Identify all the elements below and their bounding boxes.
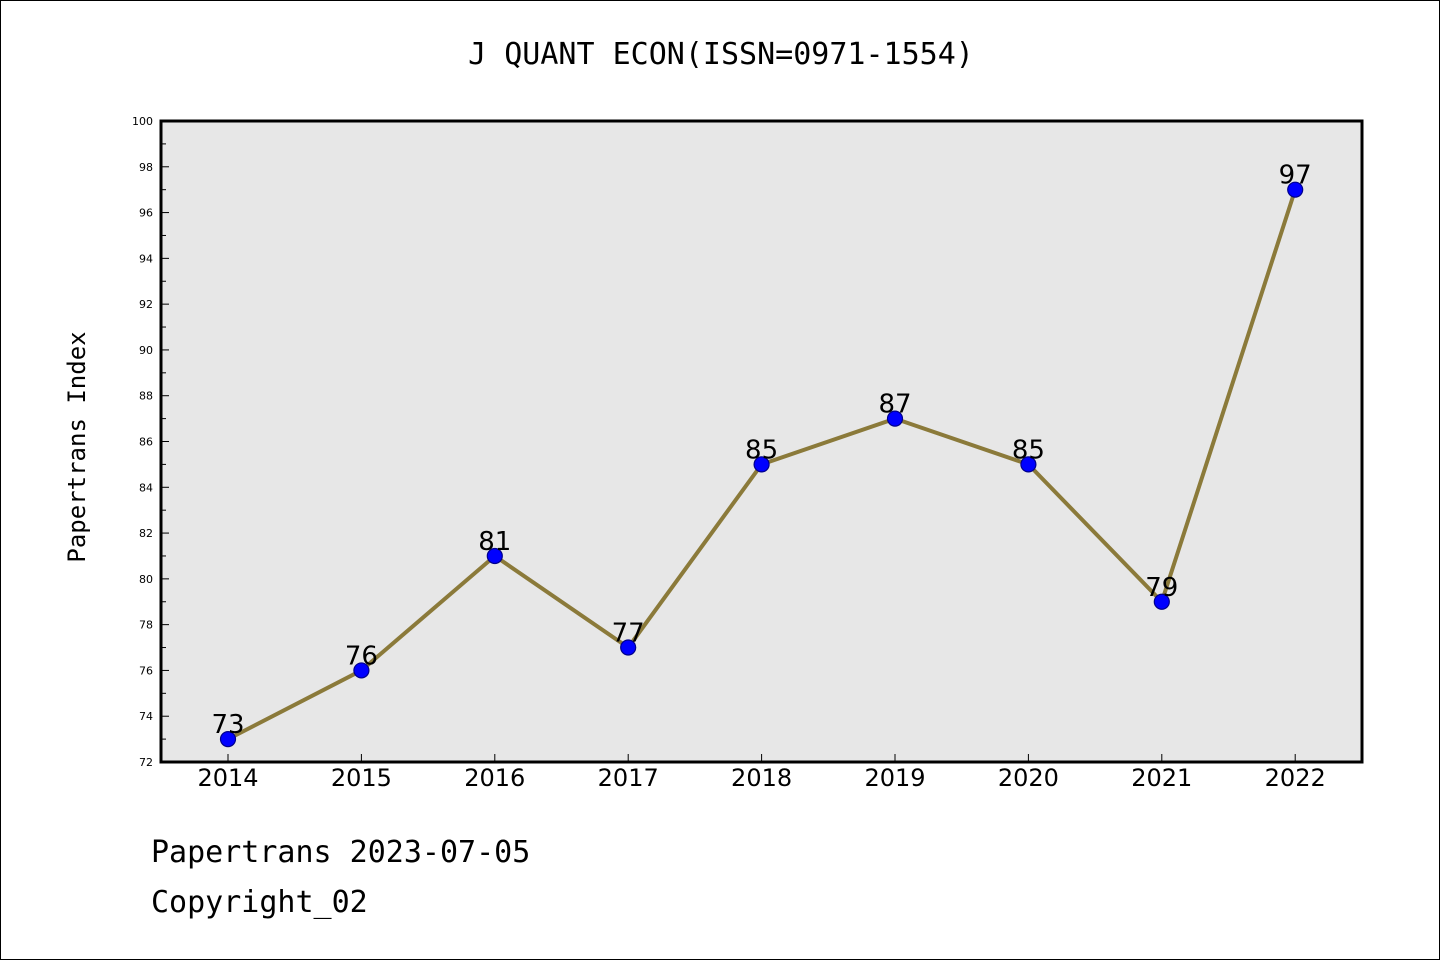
y-tick-label: 76 bbox=[139, 664, 153, 677]
x-axis-ticks: 2014 2015 2016 2017 2018 2019 2020 2021 2022 bbox=[197, 754, 1326, 792]
data-value-label: 85 bbox=[745, 435, 778, 465]
y-tick-label: 88 bbox=[139, 390, 153, 403]
data-point-marker bbox=[753, 456, 770, 473]
data-markers bbox=[219, 181, 1304, 748]
x-tick-label: 2018 bbox=[731, 764, 792, 792]
data-value-label: 73 bbox=[211, 710, 244, 740]
data-value-label: 79 bbox=[1145, 573, 1178, 603]
y-tick-label: 86 bbox=[139, 436, 153, 449]
x-tick-label: 2022 bbox=[1265, 764, 1326, 792]
x-tick-label: 2017 bbox=[598, 764, 659, 792]
y-tick-label: 74 bbox=[139, 710, 153, 723]
y-tick-label: 84 bbox=[139, 481, 153, 494]
y-tick-label: 80 bbox=[139, 573, 153, 586]
data-value-label: 76 bbox=[345, 641, 378, 671]
x-tick-label: 2014 bbox=[197, 764, 258, 792]
y-axis-ticks: 72 74 76 78 80 82 84 86 88 90 92 94 96 98 100 bbox=[132, 115, 169, 769]
x-tick-label: 2019 bbox=[864, 764, 925, 792]
data-labels: 73 76 81 77 85 87 85 79 97 bbox=[211, 161, 1311, 740]
data-point-marker bbox=[886, 410, 904, 427]
chart-title: J QUANT ECON(ISSN=0971-1554) bbox=[468, 37, 974, 72]
data-value-label: 77 bbox=[612, 619, 645, 649]
data-value-label: 81 bbox=[478, 527, 511, 557]
x-tick-label: 2015 bbox=[331, 764, 392, 792]
x-tick-label: 2016 bbox=[464, 764, 525, 792]
x-tick-label: 2021 bbox=[1131, 764, 1192, 792]
y-tick-label: 98 bbox=[139, 161, 153, 174]
data-point-marker bbox=[219, 731, 237, 748]
data-value-label: 85 bbox=[1012, 435, 1045, 465]
data-point-marker bbox=[353, 662, 370, 679]
y-tick-label: 72 bbox=[139, 756, 153, 769]
data-value-label: 97 bbox=[1279, 161, 1312, 191]
footer-copyright-text: Copyright_02 bbox=[151, 885, 368, 920]
y-tick-label: 100 bbox=[132, 115, 153, 128]
footer-date-text: Papertrans 2023-07-05 bbox=[151, 835, 531, 870]
data-value-label: 87 bbox=[878, 390, 911, 420]
data-point-marker bbox=[620, 639, 637, 656]
data-point-marker bbox=[1153, 593, 1170, 610]
x-tick-label: 2020 bbox=[998, 764, 1059, 792]
data-point-marker bbox=[1287, 181, 1304, 198]
data-point-marker bbox=[1020, 456, 1037, 473]
plot-border bbox=[159, 119, 1364, 764]
y-tick-label: 90 bbox=[139, 344, 153, 357]
y-tick-label: 94 bbox=[139, 252, 153, 265]
plot-area bbox=[161, 121, 1362, 762]
y-tick-label: 78 bbox=[139, 619, 153, 632]
data-point-marker bbox=[486, 547, 503, 565]
y-tick-label: 96 bbox=[139, 207, 153, 220]
y-tick-label: 92 bbox=[139, 298, 153, 311]
y-tick-label: 82 bbox=[139, 527, 153, 540]
